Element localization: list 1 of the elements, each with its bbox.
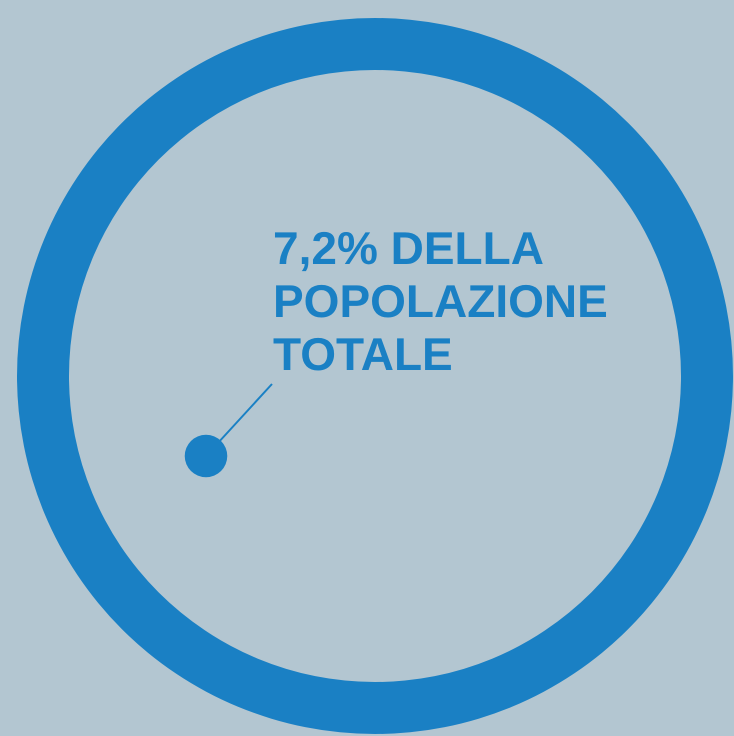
data-label: 7,2% DELLA POPOLAZIONE TOTALE [273, 222, 608, 380]
